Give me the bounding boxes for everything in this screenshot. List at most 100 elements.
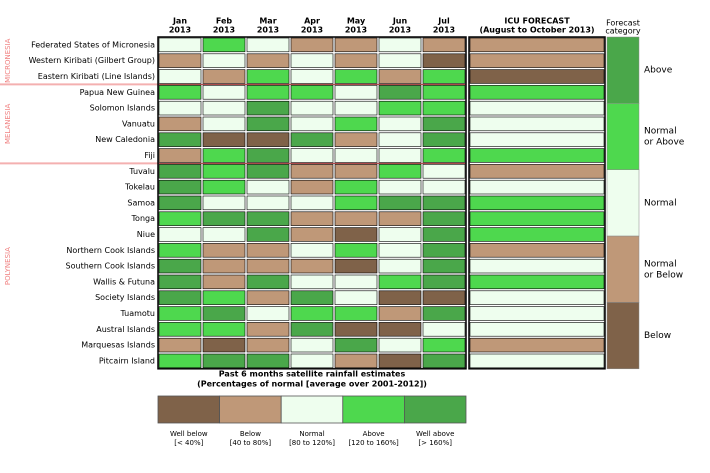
rain-cell bbox=[246, 164, 290, 179]
rain-cell bbox=[202, 100, 246, 116]
rain-cell bbox=[246, 274, 290, 290]
year-label: 2013 bbox=[389, 26, 411, 35]
rain-cell bbox=[202, 195, 246, 211]
forecast-cell bbox=[469, 53, 605, 68]
rain-cell bbox=[290, 337, 334, 353]
rain-cell bbox=[290, 258, 334, 274]
rain-cell bbox=[290, 227, 334, 242]
legend-range: [< 40%] bbox=[174, 439, 203, 447]
legend-box bbox=[403, 395, 467, 424]
region-label: MICRONESIA bbox=[4, 38, 12, 83]
rain-cell bbox=[246, 243, 290, 258]
rain-cell bbox=[422, 274, 466, 290]
month-label: May bbox=[347, 17, 366, 26]
rain-cell bbox=[202, 290, 246, 305]
rain-cell bbox=[158, 211, 202, 226]
rain-cell bbox=[246, 37, 290, 53]
forecast-header: (August to October 2013) bbox=[479, 26, 594, 35]
rain-cell bbox=[158, 227, 202, 242]
forecast-category-box bbox=[606, 103, 640, 170]
rain-cell bbox=[290, 85, 334, 100]
rain-cell bbox=[334, 37, 378, 53]
rain-cell bbox=[202, 148, 246, 163]
island-label: New Caledonia bbox=[95, 135, 155, 144]
rain-cell bbox=[422, 69, 466, 84]
rain-cell bbox=[334, 164, 378, 179]
rain-cell bbox=[290, 179, 334, 195]
region-label: POLYNESIA bbox=[4, 247, 12, 285]
legend-box bbox=[342, 395, 405, 424]
rain-cell bbox=[158, 132, 202, 147]
forecast-cell bbox=[469, 211, 605, 226]
island-label: Tokelau bbox=[124, 183, 155, 192]
forecast-category-label: Above bbox=[644, 66, 673, 76]
island-label: Pitcairn Island bbox=[99, 356, 155, 365]
rain-cell bbox=[378, 148, 422, 163]
island-label: Society Islands bbox=[95, 293, 155, 302]
island-label: Tuvalu bbox=[128, 167, 155, 176]
rain-cell bbox=[202, 37, 246, 53]
rain-cell bbox=[290, 164, 334, 179]
rain-cell bbox=[158, 274, 202, 290]
island-label: Austral Islands bbox=[96, 325, 155, 334]
island-label: Vanuatu bbox=[122, 119, 155, 128]
year-label: 2013 bbox=[213, 26, 235, 35]
year-label: 2013 bbox=[433, 26, 455, 35]
rain-cell bbox=[202, 227, 246, 242]
rain-cell bbox=[422, 116, 466, 132]
rain-cell bbox=[334, 179, 378, 195]
rain-cell bbox=[158, 353, 202, 369]
month-label: Jun bbox=[392, 17, 408, 26]
rain-cell bbox=[158, 337, 202, 353]
forecast-cell bbox=[469, 148, 605, 163]
rain-cell bbox=[334, 100, 378, 116]
rain-cell bbox=[422, 306, 466, 321]
rain-cell bbox=[334, 195, 378, 211]
rain-cell bbox=[290, 100, 334, 116]
rain-cell bbox=[246, 227, 290, 242]
legend-name: Above bbox=[363, 430, 385, 438]
legend-title: (Percentages of normal [average over 200… bbox=[197, 380, 427, 389]
forecast-category-title: category bbox=[605, 27, 641, 36]
forecast-category-box bbox=[606, 235, 640, 303]
year-label: 2013 bbox=[257, 26, 279, 35]
legend-title: Past 6 months satellite rainfall estimat… bbox=[219, 370, 406, 379]
month-label: Apr bbox=[304, 17, 320, 26]
rain-cell bbox=[378, 290, 422, 305]
rain-cell bbox=[422, 37, 466, 53]
island-label: Northern Cook Islands bbox=[66, 246, 155, 255]
legend-range: [80 to 120%] bbox=[289, 439, 335, 447]
rain-cell bbox=[378, 85, 422, 100]
rain-cell bbox=[158, 164, 202, 179]
forecast-cell bbox=[469, 337, 605, 353]
rain-cell bbox=[378, 211, 422, 226]
rain-cell bbox=[334, 337, 378, 353]
rain-cell bbox=[290, 37, 334, 53]
rain-cell bbox=[422, 322, 466, 337]
month-label: Mar bbox=[259, 17, 276, 26]
rain-cell bbox=[334, 85, 378, 100]
rain-cell bbox=[158, 243, 202, 258]
rain-cell bbox=[422, 132, 466, 147]
rain-cell bbox=[290, 353, 334, 369]
rain-cell bbox=[378, 243, 422, 258]
rain-cell bbox=[290, 322, 334, 337]
rain-cell bbox=[290, 290, 334, 305]
forecast-cell bbox=[469, 227, 605, 242]
rain-cell bbox=[246, 353, 290, 369]
rain-cell bbox=[202, 179, 246, 195]
forecast-cell bbox=[469, 306, 605, 321]
forecast-header: ICU FORECAST bbox=[504, 17, 570, 26]
rain-cell bbox=[246, 100, 290, 116]
rain-cell bbox=[378, 258, 422, 274]
rain-cell bbox=[246, 258, 290, 274]
rain-cell bbox=[246, 195, 290, 211]
rain-cell bbox=[290, 211, 334, 226]
rain-cell bbox=[246, 211, 290, 226]
rain-cell bbox=[422, 179, 466, 195]
rain-cell bbox=[290, 116, 334, 132]
island-label: Marquesas Islands bbox=[81, 341, 155, 350]
legend-range: [> 160%] bbox=[418, 439, 452, 447]
rain-cell bbox=[158, 290, 202, 305]
rain-cell bbox=[334, 290, 378, 305]
